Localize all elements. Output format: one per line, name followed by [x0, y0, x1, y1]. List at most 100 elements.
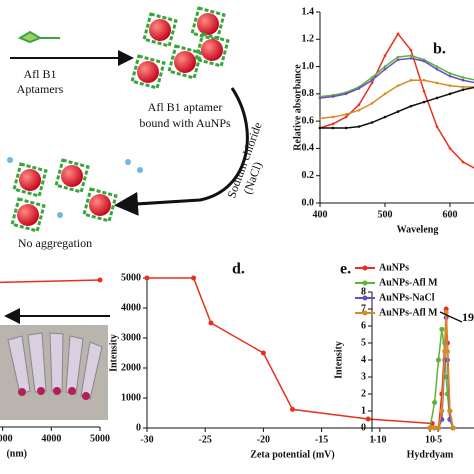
point: [344, 92, 348, 96]
point: [448, 72, 452, 75]
y-axis-label: Intensity: [108, 334, 119, 372]
y-tick-label: 0: [361, 422, 366, 433]
point: [396, 58, 400, 62]
point: [409, 48, 413, 52]
point: [97, 277, 103, 283]
point: [357, 125, 361, 128]
point: [422, 59, 426, 63]
point: [344, 113, 348, 116]
x-axis-label: Hydrdyam: [407, 449, 454, 460]
point: [435, 81, 439, 85]
point: [357, 103, 361, 107]
x-tick-label: 400: [313, 209, 328, 220]
point: [422, 89, 426, 93]
point: [444, 349, 450, 354]
point: [422, 78, 426, 82]
point: [290, 406, 295, 412]
x-tick-label: -10: [373, 434, 386, 445]
point: [409, 78, 413, 82]
y-tick-label: 1.2: [302, 34, 315, 45]
label: No aggregation: [18, 236, 92, 250]
salt-ion: [57, 212, 63, 218]
arrow: [114, 87, 249, 216]
x-axis-label: Zeta potential (mV): [250, 449, 334, 460]
annotation: 19: [462, 310, 474, 324]
nanoparticle: [12, 162, 48, 198]
point: [439, 326, 445, 332]
panel-label: e.: [340, 261, 351, 278]
y-tick-label: 0: [136, 422, 141, 433]
point: [448, 84, 452, 87]
legend-label: AuNPs-Afl M: [379, 307, 438, 318]
point: [191, 275, 197, 281]
y-tick-label: 2: [361, 388, 366, 399]
point: [461, 85, 465, 89]
point: [344, 126, 348, 130]
point: [370, 81, 374, 85]
nanoparticle: [142, 12, 178, 48]
point: [331, 122, 335, 126]
nanoparticle: [130, 54, 166, 90]
y-tick-label: 6: [361, 320, 366, 331]
y-tick-label: 5: [361, 337, 366, 348]
point: [447, 408, 453, 414]
point: [396, 84, 400, 87]
annotation-arrow: [439, 311, 463, 323]
point: [260, 350, 266, 356]
series-line: [0, 279, 101, 284]
point: [318, 96, 322, 100]
point: [461, 160, 465, 164]
point: [208, 320, 214, 326]
salt-ion: [7, 157, 13, 163]
point: [432, 425, 438, 431]
y-tick-label: 8: [361, 286, 366, 297]
nanoparticle: [10, 197, 46, 233]
point: [435, 68, 439, 71]
point: [365, 416, 371, 422]
x-tick-label: -15: [315, 434, 328, 445]
y-tick-label: 1000: [121, 392, 141, 403]
point: [448, 92, 452, 96]
label: Afl B1: [24, 67, 57, 81]
point: [383, 68, 387, 71]
x-tick-label: 500: [378, 209, 393, 220]
x-tick-label: -20: [257, 434, 270, 445]
y-tick-label: 0.0: [302, 197, 315, 208]
point: [331, 95, 335, 98]
point: [318, 126, 322, 130]
point: [357, 87, 361, 90]
point: [450, 425, 456, 431]
nanoparticle: [82, 187, 118, 223]
legend-marker: [362, 265, 368, 271]
label: Afl B1 aptamer: [148, 100, 223, 114]
point: [461, 88, 465, 92]
point: [435, 96, 439, 100]
label: Aptamers: [17, 82, 64, 96]
y-tick-label: 7: [361, 303, 366, 314]
x-tick-label: 600: [443, 209, 458, 220]
point: [422, 100, 426, 104]
y-tick-label: 3: [361, 371, 366, 382]
point: [383, 54, 387, 57]
point: [357, 108, 361, 112]
point: [435, 357, 441, 363]
legend-label: AuNPs-NaCl: [379, 292, 435, 303]
tubes: [7, 332, 103, 400]
point: [427, 425, 433, 431]
series-line: [319, 57, 474, 99]
y-tick-label: 1.0: [302, 61, 315, 72]
point: [331, 115, 335, 119]
point: [383, 92, 387, 96]
point: [461, 78, 465, 82]
y-tick-label: 4: [361, 354, 366, 365]
point: [409, 104, 413, 108]
point: [370, 76, 374, 79]
point: [409, 54, 413, 57]
salt-ion: [125, 159, 131, 165]
aptamer-icon: [17, 30, 60, 44]
y-tick-label: 0.6: [302, 115, 315, 126]
x-tick-label: -5: [434, 434, 442, 445]
legend-marker: [362, 280, 368, 286]
